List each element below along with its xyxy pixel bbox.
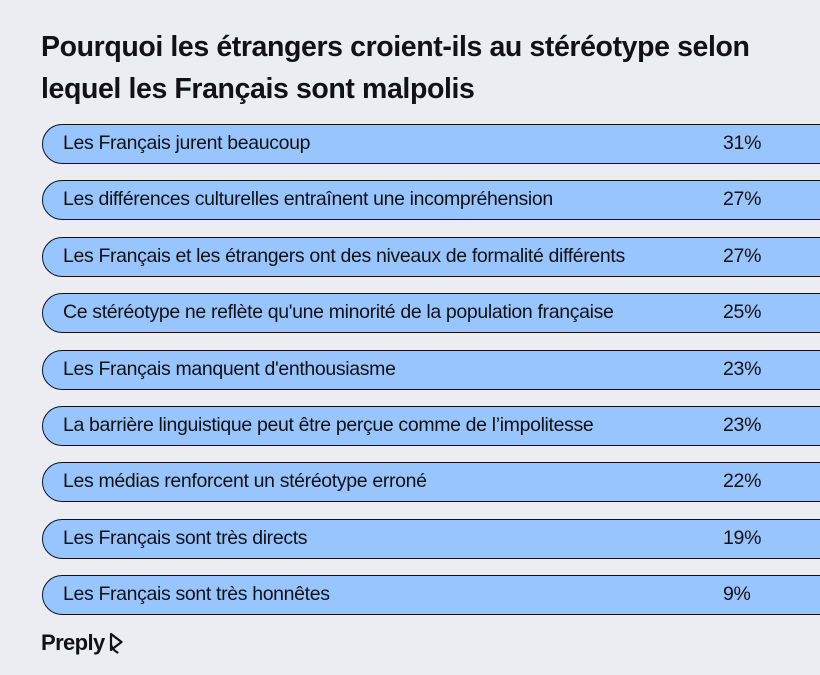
bar-row: Les médias renforcent un stéréotype erro… bbox=[42, 462, 820, 503]
bar-label: Les médias renforcent un stéréotype erro… bbox=[63, 470, 427, 493]
logo-text: Preply bbox=[41, 630, 105, 655]
bar-row: Les Français et les étrangers ont des ni… bbox=[42, 236, 820, 277]
bar-value-label: 23% bbox=[723, 357, 762, 380]
bar-chart: Les Français jurent beaucoup 31% Les diffé… bbox=[42, 124, 820, 632]
preply-mark-icon bbox=[109, 632, 123, 654]
chart-title: Pourquoi les étrangers croient-ils au st… bbox=[41, 31, 750, 105]
bar-label: Ce stéréotype ne reflète qu'une minorité… bbox=[63, 301, 614, 324]
bar-row: Ce stéréotype ne reflète qu'une minorité… bbox=[42, 293, 820, 334]
bar-value-label: 25% bbox=[723, 301, 762, 324]
bar-row: Les Français manquent d'enthousiasme 23% bbox=[42, 349, 820, 390]
bar-value-label: 19% bbox=[723, 526, 762, 549]
bar-value-label: 31% bbox=[723, 132, 762, 154]
bar-label: Les Français et les étrangers ont des ni… bbox=[63, 244, 625, 267]
bar-value-label: 9% bbox=[723, 583, 751, 606]
bar-label: Les Français sont très honnêtes bbox=[63, 583, 330, 606]
bar-label: La barrière linguistique peut être perçu… bbox=[63, 413, 594, 436]
bar-row: Les Français sont très directs 19% bbox=[42, 518, 820, 559]
bar-value-label: 22% bbox=[723, 470, 762, 493]
bar-label: Les différences culturelles entraînent u… bbox=[63, 188, 553, 211]
bar-row: Les Français jurent beaucoup 31% bbox=[42, 124, 820, 164]
bar-label: Les Français jurent beaucoup bbox=[63, 132, 311, 154]
bar-value-label: 27% bbox=[723, 188, 762, 211]
brand-logo: Preply bbox=[41, 630, 126, 656]
bar-row: La barrière linguistique peut être perçu… bbox=[42, 405, 820, 446]
bar-value-label: 27% bbox=[723, 244, 762, 267]
bar-row: Les différences culturelles entraînent u… bbox=[42, 180, 820, 221]
bar-label: Les Français manquent d'enthousiasme bbox=[63, 357, 396, 380]
bar-label: Les Français sont très directs bbox=[63, 526, 308, 549]
bar-value-label: 23% bbox=[723, 413, 762, 436]
bar-row: Les Français sont très honnêtes 9% bbox=[42, 575, 820, 616]
